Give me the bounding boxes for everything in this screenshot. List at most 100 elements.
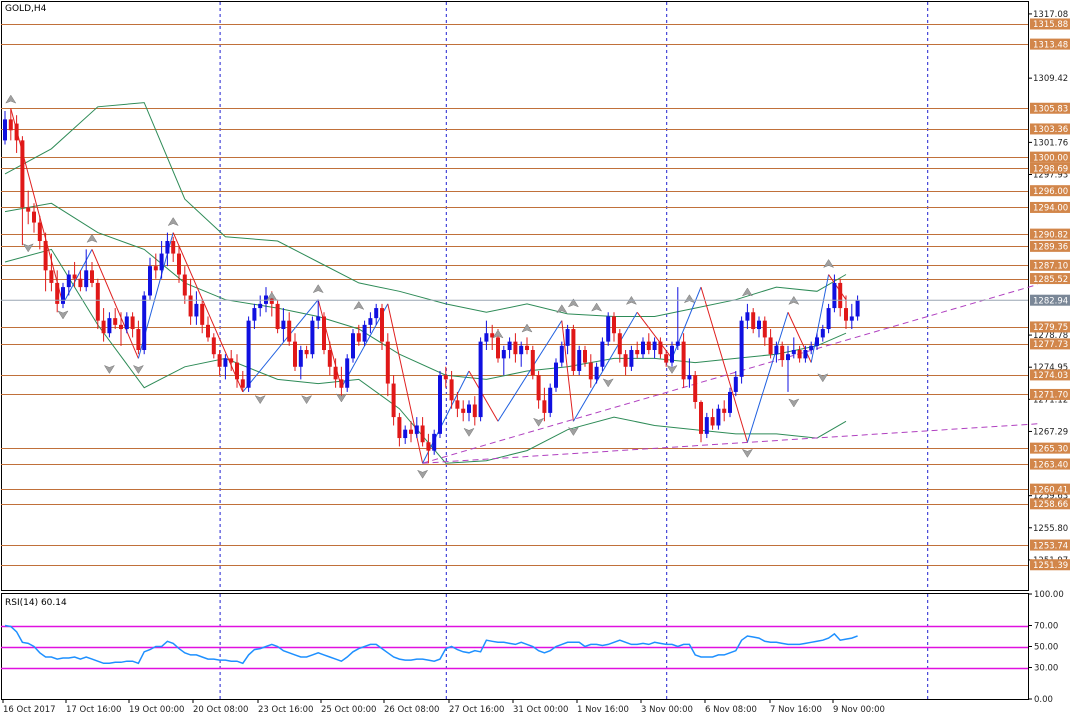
candle-body-72 bbox=[420, 425, 425, 443]
candle-body-136 bbox=[791, 350, 796, 355]
candle-body-2 bbox=[14, 123, 19, 141]
candle-body-143 bbox=[832, 282, 837, 309]
trendline-0 bbox=[422, 284, 1038, 464]
candle-106 bbox=[617, 329, 622, 363]
candle-27 bbox=[159, 240, 164, 279]
candle-92 bbox=[536, 370, 541, 409]
arrow-down-1 bbox=[57, 310, 69, 320]
candle-body-146 bbox=[849, 316, 854, 321]
candle-108 bbox=[629, 345, 634, 371]
zigzag-segment-11 bbox=[497, 320, 563, 422]
candle-104 bbox=[606, 312, 611, 346]
level-label-box-20 bbox=[1030, 539, 1070, 551]
candle-146 bbox=[849, 303, 854, 330]
candle-body-29 bbox=[171, 240, 176, 254]
candle-body-87 bbox=[507, 341, 512, 351]
candle-body-103 bbox=[600, 341, 605, 367]
candle-body-109 bbox=[635, 350, 640, 355]
candle-64 bbox=[374, 303, 379, 325]
zigzag-segment-0 bbox=[10, 108, 64, 305]
candle-139 bbox=[809, 341, 814, 355]
candle-131 bbox=[762, 316, 767, 346]
candle-119 bbox=[693, 370, 698, 409]
candle-100 bbox=[583, 345, 587, 367]
candle-14 bbox=[84, 249, 89, 292]
candle-body-95 bbox=[554, 362, 558, 388]
time-label-1: 17 Oct 16:00 bbox=[66, 705, 121, 715]
price-tick-label-1: 1309.42 bbox=[1033, 74, 1068, 84]
arrow-down-5 bbox=[300, 395, 313, 405]
candle-56 bbox=[327, 341, 332, 376]
candle-body-139 bbox=[809, 345, 814, 351]
rsi-tick-label-4: 0.00 bbox=[1034, 695, 1053, 705]
candle-6 bbox=[37, 215, 42, 250]
candle-101 bbox=[588, 354, 593, 388]
candle-body-45 bbox=[264, 295, 268, 304]
arrow-down-14 bbox=[788, 398, 800, 408]
candle-body-30 bbox=[177, 253, 181, 275]
candle-body-123 bbox=[716, 408, 721, 426]
candle-body-102 bbox=[594, 366, 599, 380]
rsi-label: RSI(14) 60.14 bbox=[5, 598, 67, 608]
candle-body-90 bbox=[525, 345, 529, 351]
candle-41 bbox=[240, 370, 245, 392]
candle-body-43 bbox=[252, 308, 257, 321]
candle-67 bbox=[391, 375, 396, 426]
candle-138 bbox=[803, 345, 808, 363]
candle-body-106 bbox=[617, 333, 622, 355]
candle-30 bbox=[177, 245, 181, 283]
candle-body-145 bbox=[844, 308, 848, 321]
candle-body-17 bbox=[101, 320, 106, 334]
candle-body-110 bbox=[641, 341, 645, 355]
arrow-down-12 bbox=[666, 364, 678, 374]
candle-126 bbox=[733, 370, 738, 397]
candle-110 bbox=[641, 337, 645, 359]
rsi-tick-label-0: 100.00 bbox=[1034, 590, 1064, 600]
arrow-down-4 bbox=[254, 395, 266, 405]
candle-body-69 bbox=[403, 429, 408, 439]
candle-body-28 bbox=[165, 240, 170, 254]
candle-body-51 bbox=[298, 350, 303, 367]
arrow-down-0 bbox=[22, 243, 34, 253]
candle-23 bbox=[136, 320, 141, 355]
candle-114 bbox=[664, 350, 669, 367]
time-axis: 16 Oct 2017 17 Oct 16:00 19 Oct 00:00 20 Oc… bbox=[2, 699, 885, 715]
candle-body-64 bbox=[374, 308, 379, 319]
candle-12 bbox=[72, 261, 77, 288]
candle-142 bbox=[826, 303, 831, 334]
price-tick-label-8: 1259.63 bbox=[1033, 492, 1068, 502]
candle-body-81 bbox=[472, 404, 477, 418]
candle-113 bbox=[658, 337, 663, 359]
candle-136 bbox=[791, 337, 796, 359]
candle-body-8 bbox=[49, 270, 54, 283]
candle-4 bbox=[26, 190, 31, 225]
candle-40 bbox=[235, 354, 239, 388]
rsi-plot-frame bbox=[1, 593, 1029, 700]
level-label-8: 1290.82 bbox=[1033, 230, 1068, 240]
candle-145 bbox=[844, 295, 848, 330]
candle-body-119 bbox=[693, 375, 698, 402]
chart-title: GOLD,H4 bbox=[5, 4, 47, 14]
candle-body-44 bbox=[258, 303, 263, 309]
candle-31 bbox=[182, 266, 187, 304]
candle-28 bbox=[165, 232, 170, 267]
zigzag-segment-20 bbox=[828, 274, 847, 300]
level-label-box-19 bbox=[1030, 498, 1070, 510]
candle-20 bbox=[119, 312, 123, 346]
time-label-8: 31 Oct 00:00 bbox=[513, 705, 568, 715]
candle-body-53 bbox=[310, 320, 315, 355]
arrow-down-9 bbox=[532, 417, 545, 427]
session-separators bbox=[219, 2, 929, 699]
candle-53 bbox=[310, 316, 315, 359]
candle-102 bbox=[594, 362, 599, 384]
level-label-15: 1271.70 bbox=[1033, 391, 1068, 401]
candle-65 bbox=[380, 303, 384, 351]
candle-body-22 bbox=[130, 316, 135, 330]
candle-9 bbox=[55, 270, 60, 313]
level-label-box-5 bbox=[1030, 162, 1070, 174]
arrow-down-11 bbox=[602, 378, 614, 388]
level-label-box-15 bbox=[1030, 388, 1070, 400]
candle-3 bbox=[20, 136, 25, 246]
candle-74 bbox=[432, 429, 437, 455]
candle-body-85 bbox=[496, 337, 500, 359]
